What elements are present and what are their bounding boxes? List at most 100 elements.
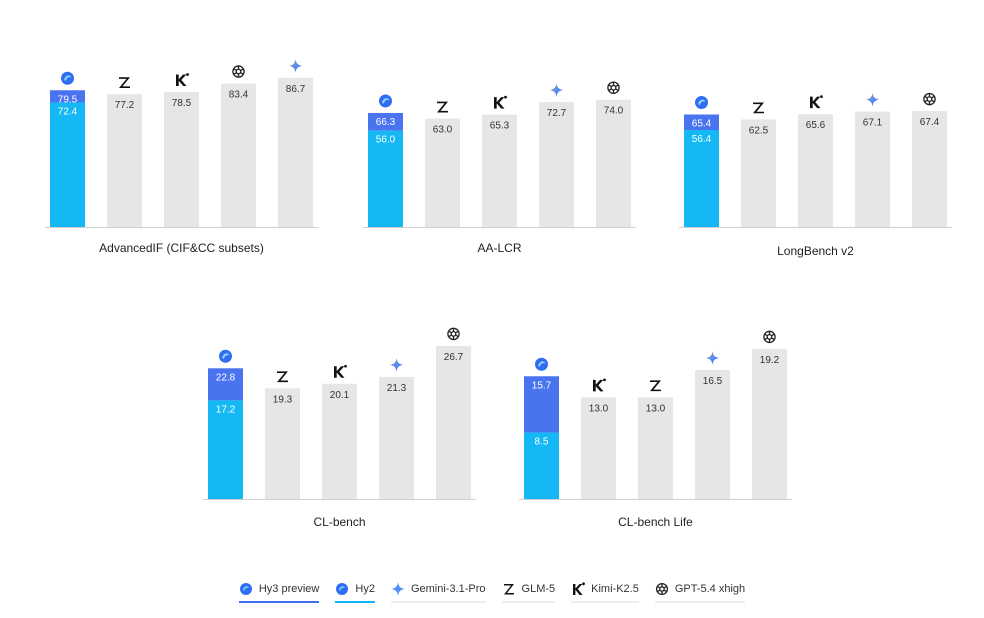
kimi-k-logo-icon [593,378,606,392]
value-label-gemini: 16.5 [703,376,723,387]
bar-glm [425,118,460,227]
kimi-k-logo-icon [176,73,189,86]
zhipu-z-logo-icon [437,101,448,113]
gemini-logo-icon [865,92,880,107]
bar-hy3-preview [684,114,719,130]
bar-kimi [322,383,357,499]
gemini-logo-icon [389,357,404,372]
value-label-glm: 77.2 [115,100,135,111]
bar-gpt [596,99,631,227]
bar-glm [107,94,142,227]
value-label-gemini: 67.1 [863,118,883,129]
value-label-hy3-preview: 15.7 [532,380,552,391]
bar-hy3-preview [524,376,559,433]
value-label-gemini: 21.3 [387,383,407,394]
value-label-gpt: 19.2 [760,355,780,366]
value-label-hy2: 17.2 [216,404,236,415]
bar-hy2 [524,432,559,499]
zhipu-z-logo-icon [753,102,764,114]
openai-logo-icon [655,582,669,596]
bar-kimi [482,114,517,227]
hunyuan-logo-icon [61,71,74,85]
bar-hy2 [208,400,243,499]
bar-gemini [539,101,574,227]
legend-item-kimi[interactable]: Kimi-K2.5 [571,581,639,603]
legend-label: Gemini-3.1-Pro [410,582,486,595]
openai-logo-icon [232,65,245,78]
value-label-hy3-preview: 22.8 [216,372,236,383]
value-label-glm: 19.3 [273,394,293,405]
value-label-gpt: 83.4 [229,90,249,101]
legend-item-glm[interactable]: GLM-5 [501,582,556,603]
value-label-kimi: 13.0 [589,403,609,414]
zhipu-z-logo-icon [502,582,516,596]
openai-logo-icon [763,330,776,344]
legend-item-hy3-preview[interactable]: Hy3 preview [238,582,320,603]
value-label-hy2: 56.0 [376,135,396,146]
bar-glm [741,119,776,227]
value-label-glm: 62.5 [749,126,769,137]
bar-hy2 [684,129,719,227]
openai-logo-icon [607,81,620,94]
bar-hy3-preview [50,90,85,103]
value-label-glm: 13.0 [646,403,666,414]
legend-item-gemini[interactable]: Gemini-3.1-Pro [390,581,486,603]
kimi-k-logo-icon [571,581,586,596]
bar-kimi [798,114,833,227]
bar-gpt [436,345,471,499]
value-label-hy3-preview: 65.4 [692,119,712,130]
value-label-gemini: 86.7 [286,84,306,95]
bar-hy3-preview [368,112,403,131]
legend-label: Kimi-K2.5 [591,582,639,595]
zhipu-z-logo-icon [650,380,661,392]
legend-label: Hy2 [355,582,375,595]
bar-kimi [164,91,199,227]
hunyuan-logo-icon [335,582,349,596]
bar-gemini [379,376,414,499]
bar-glm [265,388,300,499]
gemini-logo-icon [390,581,405,596]
value-label-gpt: 74.0 [604,106,624,117]
legend-label: Hy3 preview [258,582,320,595]
openai-logo-icon [447,327,460,341]
value-label-kimi: 65.6 [806,120,826,131]
bar-hy2 [50,102,85,227]
legend: Hy3 preview Hy2 Gemini-3.1-Pro GLM-5 Kim… [0,579,984,605]
kimi-k-logo-icon [494,95,507,109]
bar-gpt [221,83,256,227]
value-label-hy2: 56.4 [692,134,712,145]
hunyuan-logo-icon [219,349,232,363]
bar-gpt [912,111,947,227]
chart-title: CL-bench [313,515,365,529]
value-label-gpt: 26.7 [444,352,464,363]
legend-item-gpt[interactable]: GPT-5.4 xhigh [654,582,746,603]
value-label-kimi: 78.5 [172,98,192,109]
bar-gpt [752,348,787,499]
bar-hy2 [368,130,403,227]
kimi-k-logo-icon [810,95,823,109]
legend-label: GLM-5 [521,582,556,595]
hunyuan-logo-icon [535,357,548,371]
value-label-glm: 63.0 [433,125,453,136]
bar-gemini [695,370,730,499]
gemini-logo-icon [705,351,720,365]
value-label-kimi: 65.3 [490,121,510,132]
zhipu-z-logo-icon [119,77,130,89]
gemini-logo-icon [549,82,564,97]
openai-logo-icon [923,92,936,106]
zhipu-z-logo-icon [277,371,288,383]
value-label-gemini: 72.7 [547,108,567,119]
hunyuan-logo-icon [239,582,253,596]
hunyuan-logo-icon [695,96,708,110]
bar-kimi [581,397,616,499]
bar-glm [638,397,673,499]
legend-label: GPT-5.4 xhigh [674,582,746,595]
value-label-hy3-preview: 66.3 [376,117,396,128]
kimi-k-logo-icon [334,364,347,378]
legend-item-hy2[interactable]: Hy2 [335,582,375,603]
bar-hy3-preview [208,368,243,401]
chart-title: CL-bench Life [618,515,693,529]
chart-title: AdvancedIF (CIF&CC subsets) [99,241,264,255]
bar-gemini [278,77,313,227]
